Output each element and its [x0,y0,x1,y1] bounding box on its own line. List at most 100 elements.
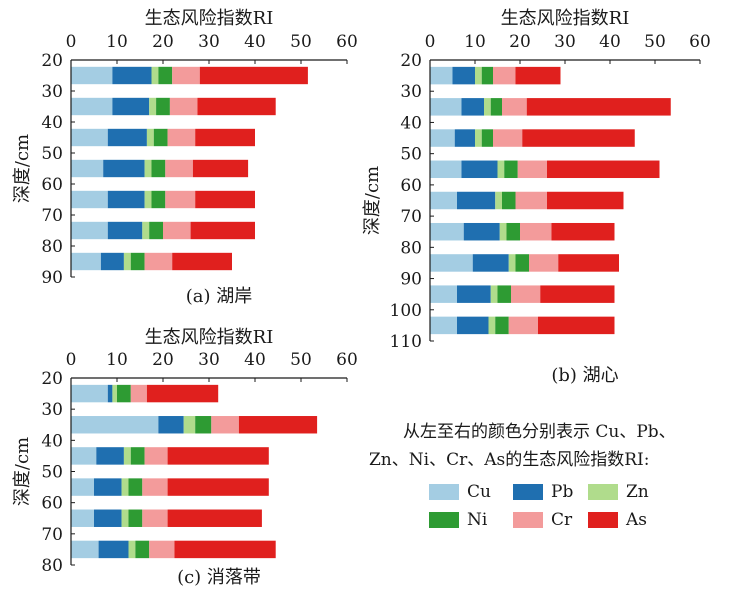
x-tick-label: 10 [464,32,486,52]
y-tick-label: 70 [41,206,63,226]
bar-segment-cu [71,447,97,465]
bar-segment-ni [130,252,145,271]
bar-segment-pb [463,222,500,241]
bar-segment-pb [94,478,122,496]
bar-segment-cu [430,129,455,147]
y-tick-label: 80 [400,238,422,258]
bar-segment-pb [452,66,475,85]
legend-label-pb: Pb [551,482,574,502]
bar-segment-as [551,222,615,241]
bar-segment-cu [430,191,457,210]
y-tick-label: 110 [390,332,422,352]
y-axis-label: 深度/cm [12,437,33,506]
bar-segment-cr [144,252,173,271]
bar-segment-zn [508,254,516,272]
bar-segment-ni [515,254,529,272]
bar-segment-cu [71,128,108,147]
bar-segment-pb [457,316,489,335]
bar-segment-as [192,159,249,178]
bar-segment-cr [493,66,516,85]
x-tick-label: 0 [66,32,77,52]
bar-segment-zn [488,316,496,335]
bar-segment-zn [475,129,482,147]
legend-label-zn: Zn [626,482,649,502]
chart-title: 生态风险指数RI [501,8,630,29]
chart-panel-b: 生态风险指数RI 0 10 20 30 40 50 60 20 30 40 50 60 70 80 90 100… [362,8,711,386]
y-tick-label: 70 [41,525,63,545]
bar-segment-cu [71,159,104,178]
bar-segment-ni [481,66,493,85]
bar-segment-ni [117,384,131,403]
bar-segment-cu [430,66,453,85]
x-tick-label: 60 [336,350,358,370]
bar-segment-ni [151,159,166,178]
panel-caption: (b) 湖心 [551,365,618,386]
bar-segment-as [238,416,318,434]
bar-segment-zn [484,98,491,116]
bar-segment-cr [149,540,175,559]
bar-segment-pb [461,98,484,116]
x-tick-label: 0 [425,32,436,52]
x-tick-label: 50 [290,350,312,370]
bar-segment-pb [112,97,150,116]
y-tick-label: 50 [41,463,63,483]
chart-panel-c: 生态风险指数RI 0 10 20 30 40 50 60 20 30 40 50 60 70 80 深度/cm… [12,327,358,588]
bar-segment-pb [461,160,498,179]
bar-segment-cr [211,416,239,434]
bar-segment-as [197,97,276,116]
bar-segment-as [538,316,615,335]
y-tick-label: 100 [390,301,422,321]
y-tick-label: 60 [41,175,63,195]
x-tick-label: 10 [106,350,128,370]
bar-segment-ni [495,316,509,335]
bar-segment-ni [130,447,145,465]
bar-segment-pb [107,128,147,147]
bar-segment-cu [71,252,101,271]
bar-segment-pb [107,221,143,240]
legend-swatch-pb [513,484,543,500]
bar-segment-as [167,447,269,465]
bar-segment-cu [71,384,108,403]
y-tick-label: 30 [41,82,63,102]
bar-segment-cr [529,254,559,272]
bar-segment-ni [135,540,150,559]
x-tick-label: 30 [554,32,576,52]
bar-segment-zn [142,221,150,240]
bar-segment-cu [71,221,108,240]
bar-segment-as [540,285,615,303]
bar-segment-zn [475,66,482,85]
panel-caption: (c) 消落带 [177,567,261,588]
x-tick-label: 20 [152,350,174,370]
bar-segment-ni [128,478,143,496]
bar-segment-cr [144,447,168,465]
bar-segment-ni [128,509,143,527]
bar-segment-cr [163,221,191,240]
bar-segment-as [526,98,671,116]
x-tick-label: 50 [290,32,312,52]
bar-segment-zn [123,447,131,465]
bar-segment-as [146,384,219,403]
bar-segment-zn [128,540,136,559]
y-tick-label: 40 [400,113,422,133]
bar-segment-cr [511,285,541,303]
bar-segment-ni [151,190,166,209]
bar-segment-zn [149,97,157,116]
bar-segment-ni [195,416,212,434]
legend-item-cr: Cr [513,510,572,530]
bar-segment-cr [142,509,168,527]
bar-segment-cu [430,254,473,272]
y-tick-label: 80 [41,237,63,257]
legend-item-as: As [588,510,647,530]
bar-segment-as [195,190,255,209]
bar-segment-as [515,66,561,85]
bar-segment-as [199,66,308,85]
y-tick-label: 20 [41,51,63,71]
x-tick-label: 40 [599,32,621,52]
chart-panel-a: 生态风险指数RI 0 10 20 30 40 50 60 20 30 40 50 60 70 80 90 深度/… [12,8,358,307]
bar-segment-cr [172,66,200,85]
bar-segment-cr [508,316,538,335]
bar-segment-cu [71,478,94,496]
y-tick-label: 20 [41,369,63,389]
bar-segment-pb [454,129,475,147]
bar-segment-pb [457,285,491,303]
